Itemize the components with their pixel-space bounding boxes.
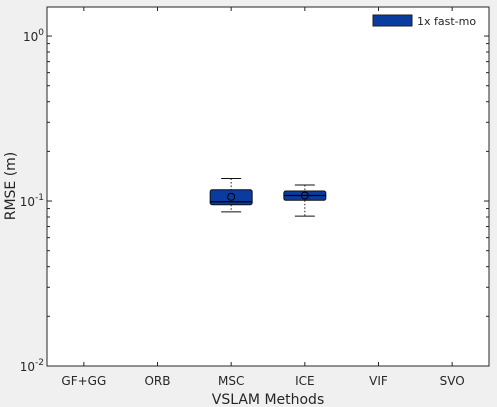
x-tick-label: VIF: [369, 374, 388, 388]
chart-marks: [209, 177, 327, 217]
x-tick-label: GF+GG: [61, 374, 106, 388]
x-axis-label: VSLAM Methods: [212, 392, 325, 407]
box-msc: [209, 177, 253, 213]
x-tick-label: ORB: [144, 374, 170, 388]
box-body: [209, 189, 253, 206]
x-tick-label: SVO: [440, 374, 465, 388]
box-ice: [283, 184, 327, 217]
y-tick-label: 10-1: [20, 193, 44, 209]
legend-swatch: [372, 14, 413, 27]
y-tick-label: 10-2: [20, 358, 44, 374]
mean-marker: [300, 191, 309, 200]
legend-label: 1x fast-mo: [417, 15, 476, 28]
x-tick-label: MSC: [218, 374, 244, 388]
x-tick-label: ICE: [295, 374, 315, 388]
y-tick-label: 100: [23, 28, 44, 44]
axis-ticks: GF+GG ORB MSC ICE VIF SVO 100 10-1 10-2: [20, 7, 489, 388]
legend: 1x fast-mo: [372, 14, 476, 28]
plot-area: [46, 6, 490, 367]
mean-marker: [227, 192, 236, 201]
y-axis-label: RMSE (m): [3, 152, 19, 221]
